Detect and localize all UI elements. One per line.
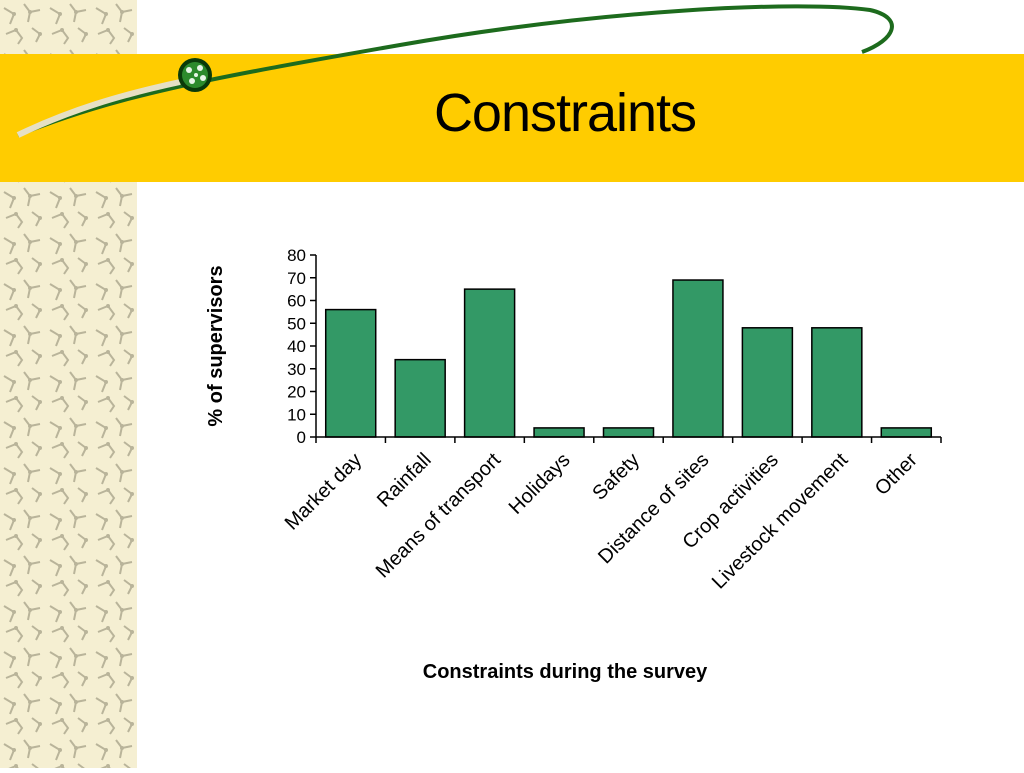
y-tick-label: 30 <box>287 360 306 379</box>
bar-means-of-transport <box>463 288 516 438</box>
slide-title: Constraints <box>433 83 697 143</box>
bar-rainfall <box>394 358 446 438</box>
x-category-label: Other <box>871 449 922 500</box>
x-category-label: Safety <box>588 449 644 505</box>
bar-livestock-movement <box>811 327 863 438</box>
y-tick-label: 80 <box>287 246 306 265</box>
y-tick-label: 10 <box>287 405 306 424</box>
x-axis-title: Constraints during the survey <box>423 661 708 683</box>
y-tick-label: 0 <box>297 428 306 447</box>
bar-crop-activities <box>741 327 794 438</box>
y-tick-label: 50 <box>287 314 306 333</box>
y-axis-title: % of supervisors <box>205 265 227 426</box>
y-tick-label: 20 <box>287 383 306 402</box>
bar-holidays <box>533 427 585 438</box>
bars-group <box>324 279 933 438</box>
y-tick-label: 40 <box>287 337 306 356</box>
x-category-label: Rainfall <box>373 449 436 512</box>
y-axis: 0 10 20 30 40 50 60 70 80 <box>287 246 317 447</box>
x-category-label: Means of transport <box>372 449 506 583</box>
bar-other <box>880 427 933 438</box>
bar-safety <box>602 427 655 438</box>
y-tick-label: 70 <box>287 269 306 288</box>
y-tick-label: 60 <box>287 292 306 311</box>
bar-distance-of-sites <box>672 279 724 438</box>
x-category-label: Market day <box>281 449 367 535</box>
x-category-label: Livestock movement <box>708 449 853 594</box>
x-category-label: Holidays <box>505 449 575 519</box>
bar-market-day <box>324 308 377 438</box>
